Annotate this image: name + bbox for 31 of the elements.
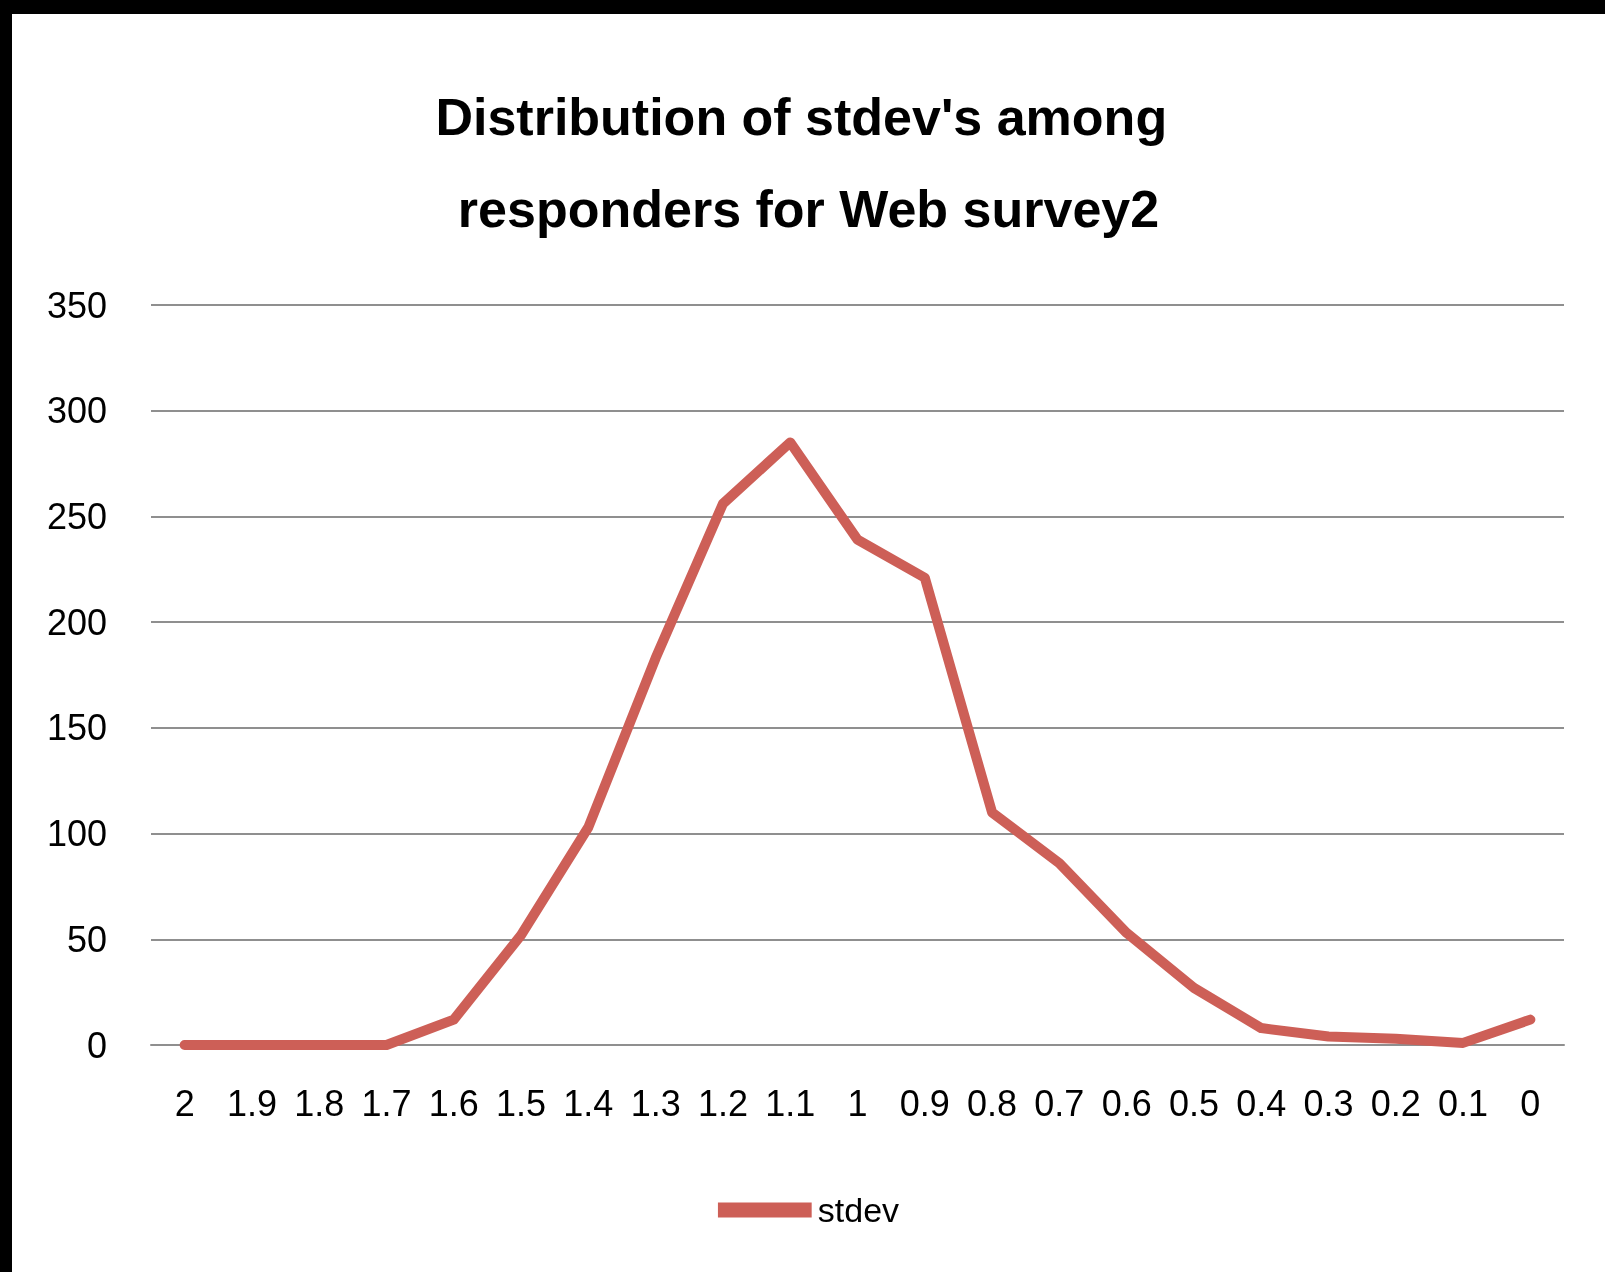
x-tick-label: 1.1 — [765, 1082, 816, 1124]
legend-label: stdev — [817, 1191, 900, 1229]
y-tick-label: 250 — [46, 495, 107, 537]
x-tick-label: 0.5 — [1168, 1082, 1219, 1124]
x-tick-label: 0.8 — [967, 1082, 1018, 1124]
x-tick-label: 0 — [1520, 1082, 1541, 1124]
y-tick-label: 150 — [46, 707, 107, 749]
y-tick-label: 50 — [66, 918, 107, 960]
y-tick-label: 200 — [46, 601, 107, 643]
x-tick-label: 1.4 — [563, 1082, 614, 1124]
x-tick-label: 1.8 — [294, 1082, 345, 1124]
y-tick-label: 100 — [46, 813, 107, 855]
y-tick-label: 0 — [86, 1024, 107, 1066]
x-tick-label: 1 — [847, 1082, 868, 1124]
x-tick-label: 2 — [174, 1082, 195, 1124]
x-tick-label: 1.3 — [630, 1082, 681, 1124]
x-tick-label: 0.7 — [1034, 1082, 1085, 1124]
x-tick-label: 1.7 — [361, 1082, 412, 1124]
x-tick-label: 0.2 — [1370, 1082, 1421, 1124]
x-tick-label: 1.6 — [428, 1082, 479, 1124]
x-tick-label: 1.2 — [697, 1082, 748, 1124]
x-tick-label: 1.9 — [226, 1082, 277, 1124]
x-tick-label: 1.5 — [496, 1082, 547, 1124]
x-tick-label: 0.1 — [1438, 1082, 1489, 1124]
chart-title: Distribution of stdev's among responders for Web survey2 — [435, 88, 1182, 238]
x-tick-label: 0.9 — [899, 1082, 950, 1124]
x-tick-label: 0.6 — [1101, 1082, 1152, 1124]
y-tick-label: 300 — [46, 390, 107, 432]
x-tick-label: 0.3 — [1303, 1082, 1354, 1124]
x-tick-label: 0.4 — [1236, 1082, 1287, 1124]
y-tick-label: 350 — [46, 284, 107, 326]
